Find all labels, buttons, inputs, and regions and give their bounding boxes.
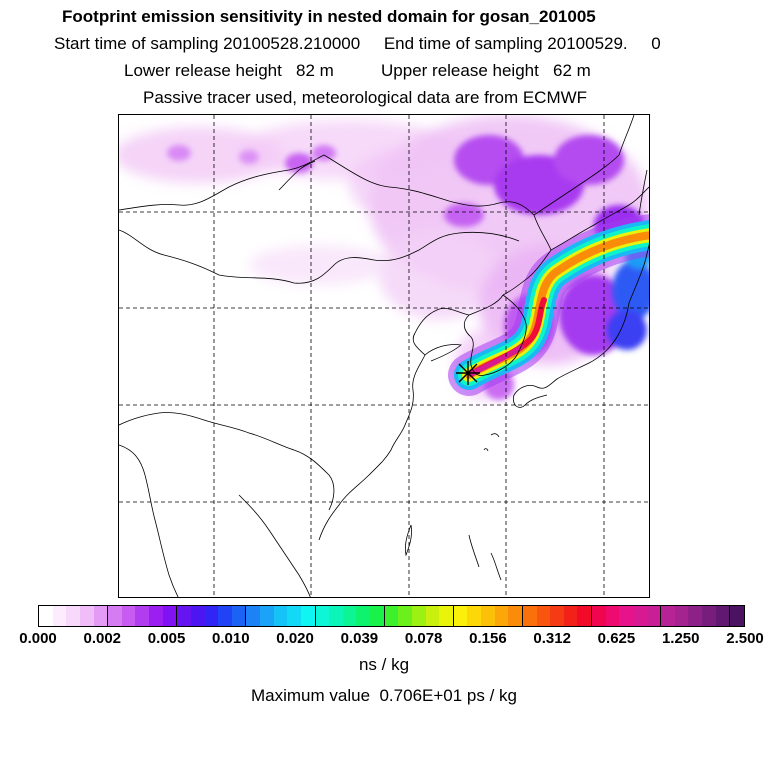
- colorbar-segment: [563, 606, 578, 626]
- colorbar-segment: [577, 606, 591, 626]
- colorbar-tick-label: 0.625: [597, 630, 636, 647]
- colorbar-tick-label: 0.312: [533, 630, 571, 647]
- maximum-value-text: Maximum value 0.706E+01 ps / kg: [251, 686, 517, 705]
- colorbar-segment: [715, 606, 730, 626]
- colorbar-segment: [467, 606, 481, 626]
- colorbar-segment: [107, 606, 122, 626]
- colorbar-segment: [176, 606, 191, 626]
- colorbar-segment: [273, 606, 288, 626]
- colorbar-segment: [425, 606, 440, 626]
- colorbar-tick-label: 1.250: [661, 630, 700, 647]
- colorbar-segment: [605, 606, 620, 626]
- colorbar-tick-label: 0.002: [83, 630, 122, 647]
- colorbar-segment: [702, 606, 716, 626]
- colorbar-segment: [204, 606, 219, 626]
- colorbar-segment: [314, 606, 330, 626]
- colorbar-tick-label: 0.078: [404, 630, 443, 647]
- colorbar-segment: [162, 606, 177, 626]
- colorbar-segment: [260, 606, 274, 626]
- colorbar-segment: [342, 606, 357, 626]
- colorbar-segment: [646, 606, 661, 626]
- colorbar-segment: [218, 606, 232, 626]
- colorbar-segment: [52, 606, 67, 626]
- sampling-time-line: Start time of sampling 20100528.210000 E…: [54, 34, 661, 53]
- colorbar-segment: [591, 606, 606, 626]
- colorbar-segment: [411, 606, 426, 626]
- colorbar-segment: [300, 606, 315, 626]
- colorbar-segment: [79, 606, 94, 626]
- colorbar-segment: [452, 606, 468, 626]
- colorbar-segment: [190, 606, 205, 626]
- colorbar-tick-label: 0.156: [469, 630, 507, 647]
- colorbar-segment: [494, 606, 509, 626]
- colorbar-segment: [632, 606, 647, 626]
- colorbar-tick-label: 0.010: [212, 630, 250, 647]
- colorbar: [38, 605, 745, 627]
- colorbar-segment: [383, 606, 399, 626]
- colorbar-segment: [536, 606, 551, 626]
- colorbar-segment: [370, 606, 384, 626]
- plot-title: Footprint emission sensitivity in nested…: [62, 7, 596, 26]
- lat-lon-gridlines: [119, 115, 649, 597]
- colorbar-segment: [121, 606, 136, 626]
- colorbar-segment: [688, 606, 702, 626]
- tracer-info-line: Passive tracer used, meteorological data…: [143, 88, 588, 107]
- colorbar-unit: ns / kg: [358, 655, 410, 674]
- release-height-line: Lower release height 82 m Upper release …: [124, 61, 591, 80]
- colorbar-segment: [135, 606, 149, 626]
- colorbar-segment: [660, 606, 675, 626]
- colorbar-segment: [93, 606, 108, 626]
- colorbar-tick-label: 0.005: [147, 630, 186, 647]
- colorbar-tick-label: 0.020: [276, 630, 314, 647]
- colorbar-segment: [729, 606, 744, 626]
- footprint-plume: [448, 214, 649, 396]
- colorbar-tick-label: 0.039: [340, 630, 379, 647]
- footprint-map: [118, 114, 650, 598]
- coastlines: [119, 115, 649, 597]
- colorbar-segment: [66, 606, 80, 626]
- colorbar-segment: [481, 606, 495, 626]
- colorbar-segment: [329, 606, 343, 626]
- colorbar-tick-label: 0.000: [19, 630, 57, 647]
- colorbar-segment: [149, 606, 163, 626]
- colorbar-segment: [245, 606, 260, 626]
- colorbar-segment: [508, 606, 522, 626]
- colorbar-segment: [287, 606, 301, 626]
- colorbar-segment: [619, 606, 633, 626]
- receptor-asterisk-icon: [456, 361, 480, 385]
- colorbar-segment: [550, 606, 564, 626]
- colorbar-segment: [398, 606, 412, 626]
- colorbar-segment: [231, 606, 246, 626]
- colorbar-segment: [356, 606, 370, 626]
- colorbar-segment: [674, 606, 689, 626]
- colorbar-segment: [521, 606, 537, 626]
- map-svg: [119, 115, 649, 597]
- colorbar-segment: [439, 606, 453, 626]
- colorbar-tick-label: 2.500: [726, 630, 764, 647]
- colorbar-segment: [39, 606, 53, 626]
